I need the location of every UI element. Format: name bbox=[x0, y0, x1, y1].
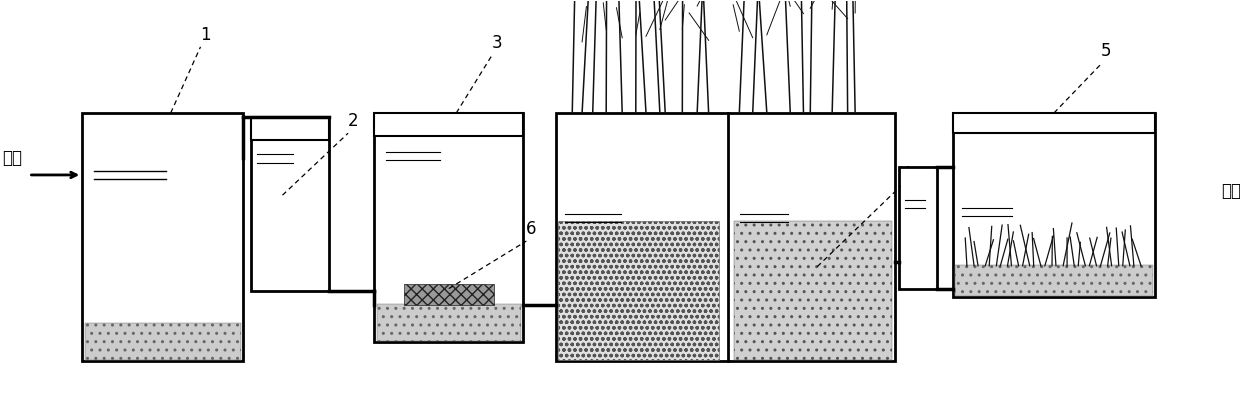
Text: 1: 1 bbox=[200, 25, 211, 44]
Bar bbox=[734, 221, 892, 360]
Bar bbox=[82, 113, 243, 361]
Bar bbox=[84, 323, 241, 360]
Bar bbox=[899, 167, 937, 289]
Bar bbox=[374, 113, 523, 342]
Bar bbox=[374, 113, 523, 136]
Bar bbox=[952, 113, 1156, 133]
Text: 4: 4 bbox=[900, 165, 910, 183]
Text: 3: 3 bbox=[491, 34, 502, 52]
Bar bbox=[377, 304, 521, 342]
Bar bbox=[955, 265, 1153, 296]
Bar bbox=[558, 221, 719, 360]
Bar bbox=[252, 117, 329, 140]
Text: 进水: 进水 bbox=[2, 149, 22, 167]
Bar bbox=[556, 113, 895, 361]
Text: 5: 5 bbox=[1101, 42, 1112, 60]
Bar bbox=[252, 117, 329, 291]
Text: 2: 2 bbox=[347, 112, 358, 130]
Bar bbox=[952, 113, 1156, 297]
Text: 出水: 出水 bbox=[1221, 183, 1240, 201]
Text: 6: 6 bbox=[526, 220, 537, 238]
Bar bbox=[404, 285, 494, 305]
